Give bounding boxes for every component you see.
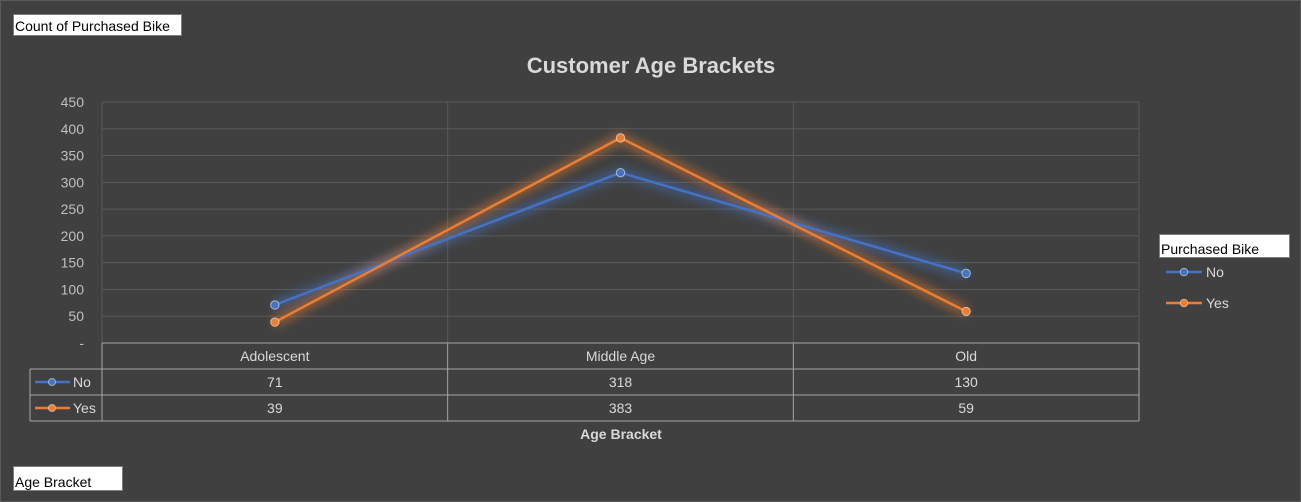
y-tick-label: 400	[61, 121, 85, 137]
data-table-value: 59	[958, 400, 974, 416]
data-table-value: 71	[267, 374, 283, 390]
table-legend-key-marker	[48, 378, 56, 386]
data-table: Adolescent Middle Age Old No 71 318 130 Yes 39 38…	[29, 342, 1140, 422]
series-glow	[273, 168, 968, 310]
x-category-label: Middle Age	[586, 348, 655, 364]
y-tick-label: 350	[61, 148, 85, 164]
y-tick-label: 250	[61, 201, 85, 217]
axis-field-button[interactable]: Age Bracket	[13, 466, 123, 491]
x-axis-title: Age Bracket	[580, 426, 662, 442]
data-table-value: 383	[609, 400, 633, 416]
data-point-yes	[961, 306, 971, 317]
x-category-label: Old	[955, 348, 977, 364]
values-field-button[interactable]: Count of Purchased Bike	[13, 14, 182, 36]
table-series-name: No	[73, 374, 91, 390]
legend-label-yes: Yes	[1206, 295, 1229, 311]
series-glow	[272, 133, 969, 327]
y-axis: - 50 100 150 200 250 300 350 400 450	[61, 94, 85, 351]
y-tick-label: 100	[61, 281, 85, 297]
gridlines	[101, 101, 1140, 343]
data-table-value: 130	[954, 374, 978, 390]
y-tick-label: 450	[61, 94, 85, 110]
y-tick-label: 150	[61, 255, 85, 271]
legend: No Yes	[1166, 264, 1229, 311]
series-layer	[270, 133, 971, 327]
data-point-no	[615, 167, 626, 178]
data-point-yes	[615, 133, 626, 143]
y-tick-label: 200	[61, 228, 85, 244]
data-point-no	[270, 300, 280, 310]
series-line-yes	[274, 136, 967, 324]
data-point-no	[961, 268, 971, 279]
y-tick-label: 50	[68, 308, 84, 324]
y-tick-label: 300	[61, 174, 85, 190]
legend-label-no: No	[1206, 264, 1224, 280]
data-point-yes	[270, 317, 280, 327]
chart-title: Customer Age Brackets	[527, 53, 776, 78]
legend-field-button[interactable]: Purchased Bike	[1159, 234, 1290, 258]
table-legend-key-marker	[48, 404, 56, 412]
legend-key-marker	[1179, 298, 1189, 308]
legend-key-marker	[1179, 267, 1189, 277]
x-category-label: Adolescent	[240, 348, 309, 364]
y-tick-label: -	[79, 335, 84, 351]
data-table-value: 39	[267, 400, 283, 416]
table-series-name: Yes	[73, 400, 96, 416]
data-table-value: 318	[609, 374, 633, 390]
